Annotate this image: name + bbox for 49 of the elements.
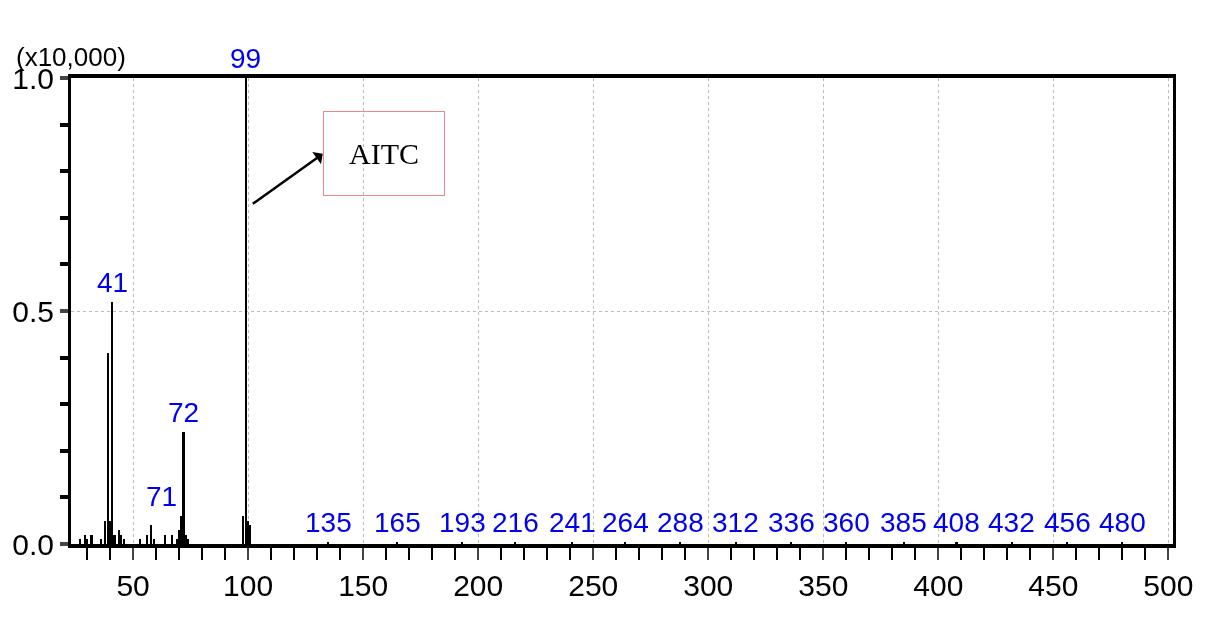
- bar: [249, 525, 251, 544]
- annotation: 216: [492, 507, 539, 538]
- bar: [171, 535, 173, 544]
- bar: [182, 432, 185, 544]
- x-tick-label: 400: [913, 569, 964, 602]
- annotation: 135: [305, 507, 352, 538]
- annotation: 480: [1099, 507, 1146, 538]
- x-tick-label: 150: [338, 569, 389, 602]
- bar: [164, 535, 166, 544]
- x-tick-label: 350: [798, 569, 849, 602]
- x-tick-label: 100: [223, 569, 274, 602]
- bar: [100, 539, 102, 544]
- x-tick-label: 50: [116, 569, 150, 602]
- bar: [146, 535, 148, 544]
- x-tick-label: 450: [1028, 569, 1079, 602]
- bar: [79, 539, 81, 544]
- annotation: 72: [168, 397, 200, 428]
- bar: [90, 535, 93, 544]
- bar: [107, 353, 109, 544]
- annotation: 193: [439, 507, 486, 538]
- bar: [111, 302, 113, 544]
- annotation: 165: [374, 507, 421, 538]
- x-tick-label: 250: [568, 569, 619, 602]
- x-tick-label: 300: [683, 569, 734, 602]
- bar: [123, 539, 125, 544]
- bar: [187, 539, 189, 544]
- annotation: 99: [230, 43, 262, 74]
- annotation: 264: [602, 507, 649, 538]
- annotation: 288: [657, 507, 704, 538]
- bar: [84, 535, 86, 544]
- annotation: 360: [823, 507, 870, 538]
- bar: [86, 539, 88, 544]
- annotation: AITC: [349, 137, 419, 170]
- bar: [139, 539, 141, 544]
- annotation: 71: [146, 481, 178, 512]
- annotation: 408: [933, 507, 980, 538]
- annotation: 432: [988, 507, 1035, 538]
- bar: [150, 525, 152, 544]
- bar: [118, 530, 120, 544]
- y-tick-label: 0.5: [12, 294, 54, 328]
- annotation: 241: [549, 507, 596, 538]
- x-tick-label: 200: [453, 569, 504, 602]
- annotation: 41: [97, 267, 129, 298]
- y-tick-label: 0.0: [12, 527, 54, 561]
- annotation: 385: [880, 507, 927, 538]
- annotation: 336: [768, 507, 815, 538]
- annotation: 456: [1044, 507, 1091, 538]
- annotation: 312: [712, 507, 759, 538]
- x-tick-label: 500: [1143, 569, 1194, 602]
